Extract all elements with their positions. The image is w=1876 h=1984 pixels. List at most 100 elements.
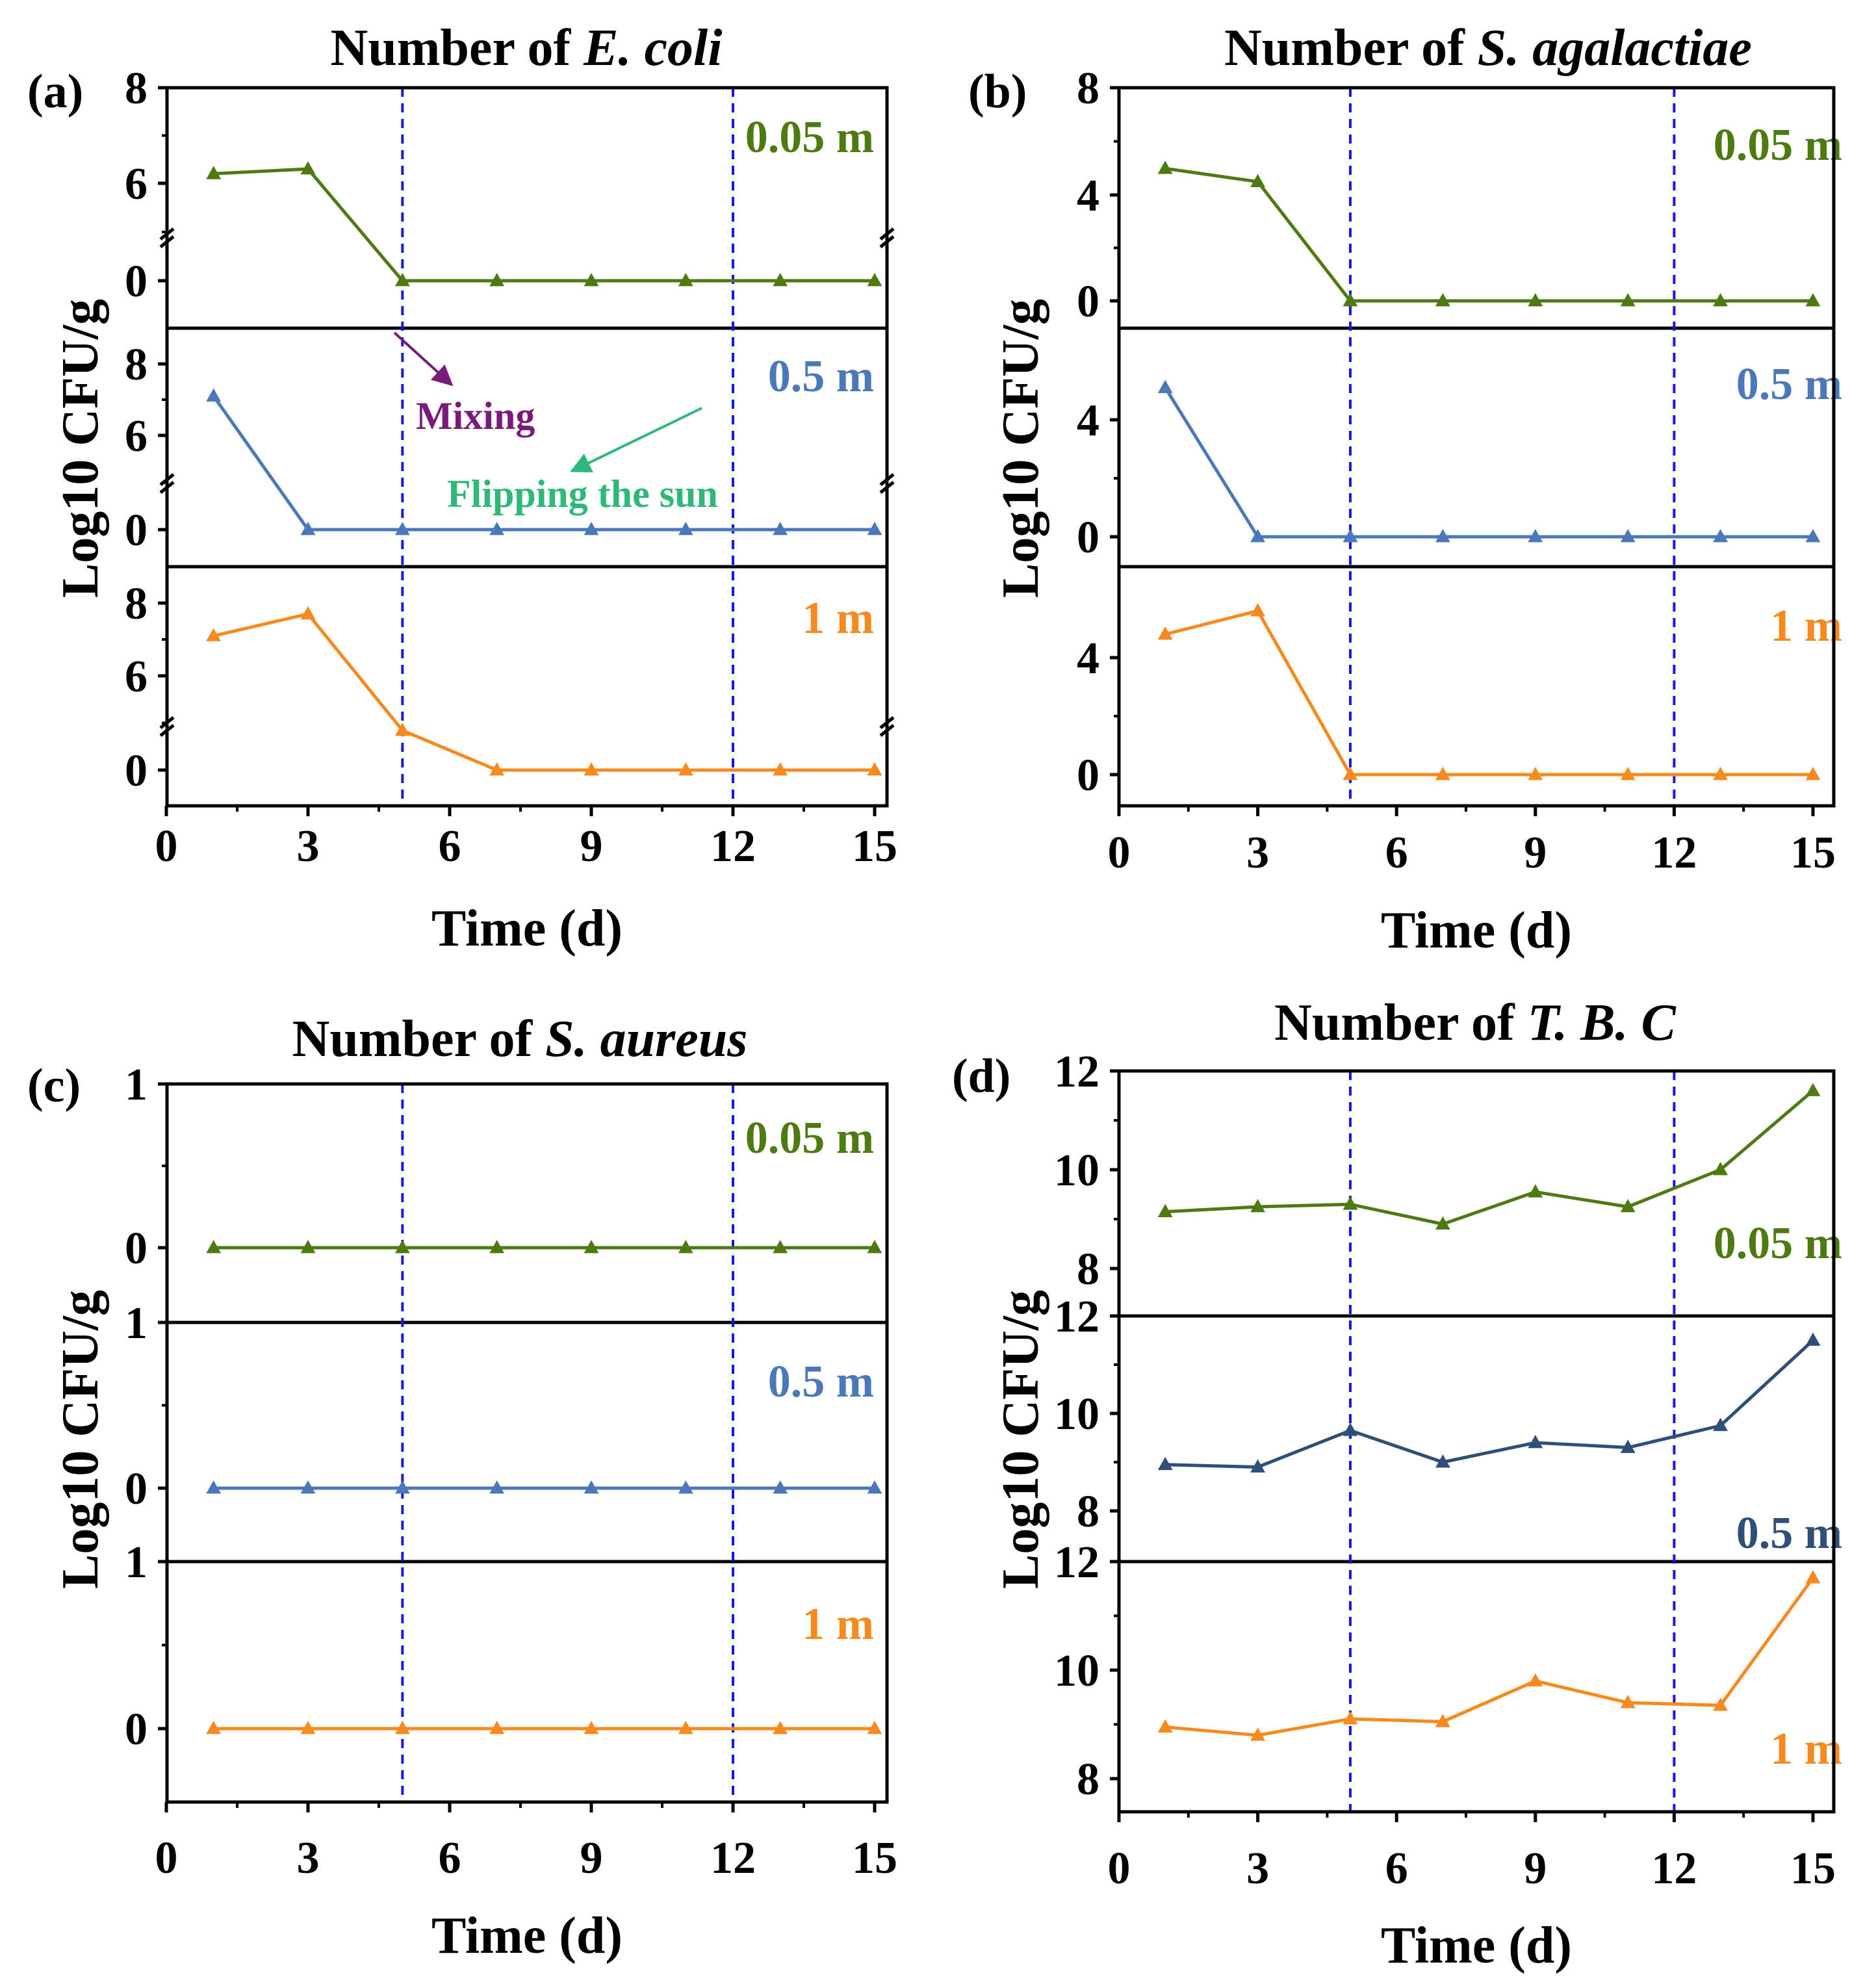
y-tick-label: 6 xyxy=(125,652,148,702)
data-point xyxy=(584,1240,599,1254)
y-tick-label: 1 xyxy=(125,1298,148,1348)
data-point xyxy=(1157,1456,1173,1471)
y-tick-label: 12 xyxy=(1054,1538,1099,1588)
x-tick-label: 9 xyxy=(1524,828,1547,878)
data-point xyxy=(1528,767,1543,780)
plot-frame xyxy=(1117,86,1836,808)
data-point xyxy=(394,1480,410,1494)
series-label: 0.05 m xyxy=(745,112,874,162)
data-point xyxy=(1343,293,1358,307)
panel-c-label: (c) xyxy=(27,1059,81,1113)
series-line-0.05-m xyxy=(1164,166,1813,303)
data-point xyxy=(1343,529,1358,543)
data-point xyxy=(773,1240,788,1254)
data-point xyxy=(584,1721,599,1734)
data-point xyxy=(773,762,788,776)
data-point xyxy=(773,522,788,535)
plot-frame xyxy=(165,1082,889,1804)
y-tick-label: 8 xyxy=(125,579,148,629)
y-axis-label: Log10 CFU/g xyxy=(992,1290,1049,1589)
y-tick-label: 12 xyxy=(1054,1047,1099,1097)
data-point xyxy=(1805,767,1821,780)
x-tick-label: 3 xyxy=(297,821,320,871)
series-line-1-m xyxy=(1164,609,1813,777)
series-label: 1 m xyxy=(1770,1724,1842,1774)
data-point xyxy=(1435,1714,1450,1727)
data-point xyxy=(867,762,882,776)
data-point xyxy=(1250,1459,1265,1473)
data-point xyxy=(1435,1454,1450,1468)
y-tick-label: 0 xyxy=(1077,277,1099,327)
x-axis-label: Time (d) xyxy=(431,1907,623,1965)
data-point xyxy=(1805,293,1821,307)
data-point xyxy=(1528,1673,1543,1687)
flipping-label: Flipping the sun xyxy=(447,472,718,515)
data-point xyxy=(394,723,410,736)
y-tick-label: 4 xyxy=(1077,171,1099,221)
x-tick-label: 6 xyxy=(1385,828,1408,878)
data-point xyxy=(867,1721,882,1734)
x-tick-label: 6 xyxy=(1385,1844,1408,1894)
panel-d-title: Number of T. B. C xyxy=(1274,994,1677,1051)
data-point xyxy=(489,1721,505,1734)
data-point xyxy=(867,1480,882,1494)
y-tick-label: 8 xyxy=(125,340,148,390)
series-label: 0.05 m xyxy=(1714,120,1842,170)
series-label: 0.5 m xyxy=(1736,1508,1842,1558)
data-point xyxy=(1713,529,1728,543)
data-point xyxy=(1713,767,1728,780)
data-point xyxy=(206,1240,222,1254)
panel-a-plot: 8 6 0 0.05 m 8 6 0 0.5 m 8 6 0 1 m 0 3 6 9 12 15 Time (d) L… xyxy=(52,64,897,957)
y-tick-label: 0 xyxy=(1077,751,1099,801)
data-point xyxy=(1620,293,1636,307)
x-tick-label: 12 xyxy=(1651,828,1697,878)
data-point xyxy=(584,273,599,287)
panel-c-title: Number of S. aureus xyxy=(292,1011,748,1068)
y-tick-label: 0 xyxy=(125,1705,148,1755)
x-axis-label: Time (d) xyxy=(1381,1917,1572,1974)
y-tick-label: 0 xyxy=(125,1464,148,1514)
data-point xyxy=(1343,1196,1358,1210)
series-line-0.05-m xyxy=(213,167,875,283)
y-tick-label: 0 xyxy=(125,1224,148,1274)
data-point xyxy=(1250,529,1265,543)
panel-b-plot: 8 4 0 0.05 m 4 0 0.5 m 4 0 1 m 0 3 6 9 12 15 Time (d) Log… xyxy=(992,64,1842,959)
data-point xyxy=(1250,603,1265,617)
data-point xyxy=(1805,529,1821,543)
plot-frame xyxy=(1117,1069,1836,1814)
data-point xyxy=(206,628,222,641)
data-point xyxy=(1435,293,1450,307)
data-point xyxy=(1528,529,1543,543)
data-point xyxy=(1157,1204,1173,1217)
x-tick-label: 15 xyxy=(852,821,897,871)
x-axis-label: Time (d) xyxy=(431,900,623,957)
x-tick-label: 12 xyxy=(710,1833,756,1883)
data-point xyxy=(1435,767,1450,780)
y-tick-label: 1 xyxy=(125,1538,148,1588)
series-line-0.5-m xyxy=(1165,1339,1814,1469)
y-tick-label: 10 xyxy=(1054,1146,1099,1196)
x-tick-label: 0 xyxy=(155,1833,178,1883)
y-tick-label: 4 xyxy=(1077,634,1099,684)
x-axis-label: Time (d) xyxy=(1381,902,1572,959)
y-tick-label: 8 xyxy=(125,64,148,114)
series-label: 1 m xyxy=(802,1599,874,1649)
x-tick-label: 3 xyxy=(1246,828,1269,878)
data-point xyxy=(1343,1423,1358,1436)
mixing-label: Mixing xyxy=(416,394,535,437)
panel-b-title: Number of S. agalactiae xyxy=(1224,19,1752,77)
data-point xyxy=(678,1480,693,1494)
data-point xyxy=(1713,1417,1728,1432)
y-tick-label: 10 xyxy=(1054,1389,1099,1439)
flipping-arrow xyxy=(570,407,702,472)
data-point xyxy=(1157,1719,1173,1733)
series-line-0.05-m xyxy=(1165,1089,1814,1226)
y-tick-label: 6 xyxy=(125,411,148,461)
y-axis-label: Log10 CFU/g xyxy=(992,299,1049,598)
data-point xyxy=(1343,1711,1358,1725)
series-label: 0.05 m xyxy=(745,1113,874,1163)
series-line-1-m xyxy=(213,612,875,772)
y-tick-label: 0 xyxy=(125,746,148,796)
